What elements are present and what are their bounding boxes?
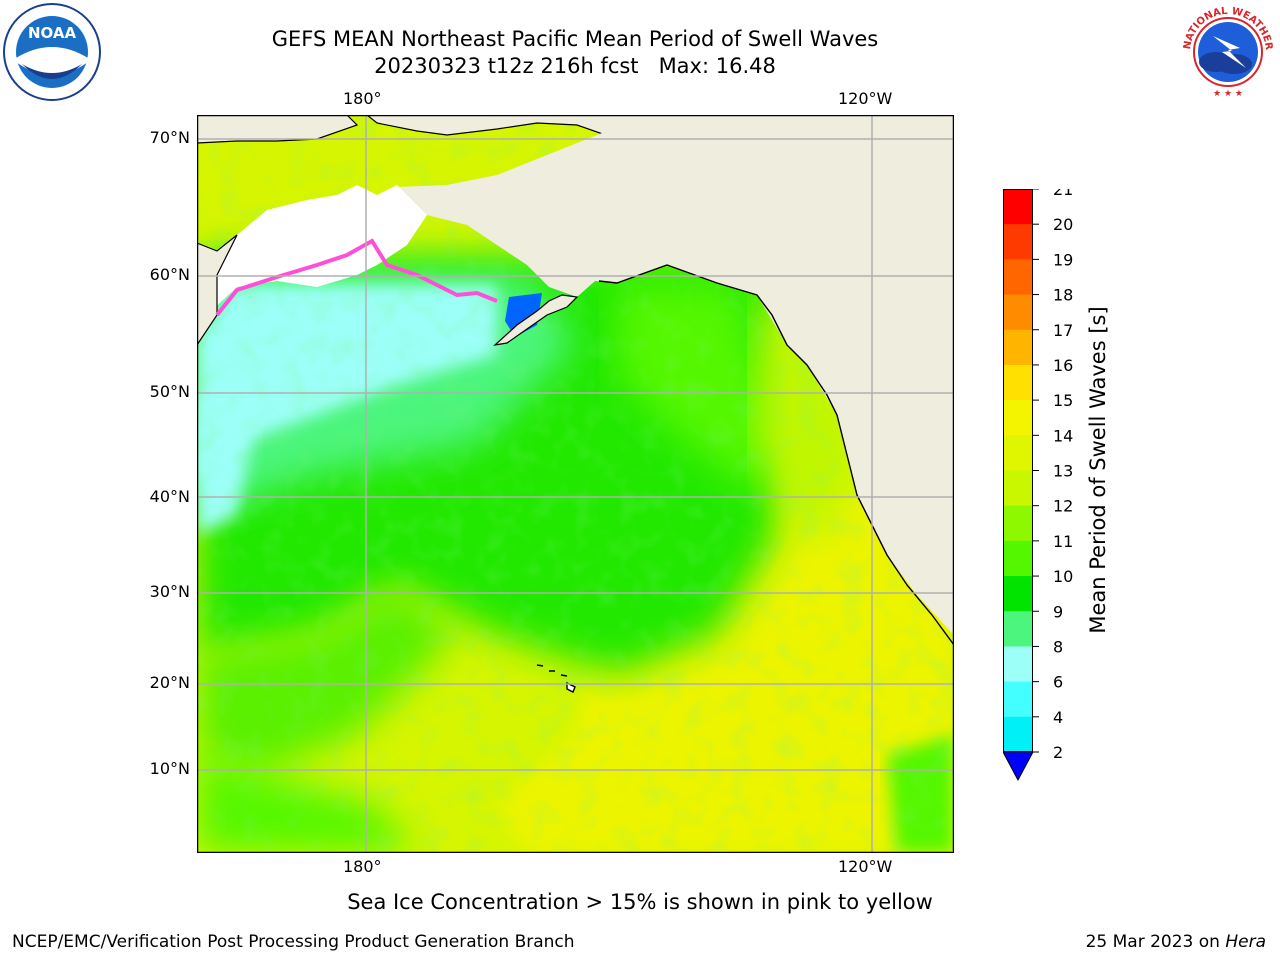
sea-ice-edge (215, 238, 498, 317)
colorbar-tick-label: 21 (1053, 189, 1073, 199)
run-date: 25 Mar 2023 on Hera (1086, 932, 1266, 952)
colorbar-segment (1003, 259, 1033, 296)
lon-label-top-120w: 120°W (838, 89, 893, 108)
nws-logo: NATIONAL WEATHER SERVICE ★ ★ ★ (1174, 0, 1278, 102)
alaska-peninsula (493, 294, 579, 346)
colorbar-segment (1003, 400, 1033, 436)
colorbar-segment (1003, 505, 1033, 542)
colorbar-tick-label: 18 (1053, 286, 1073, 305)
colorbar-segment (1003, 611, 1033, 647)
colorbar-segment (1003, 540, 1033, 577)
svg-text:★ ★ ★: ★ ★ ★ (1213, 89, 1243, 99)
colorbar-tick-label: 17 (1053, 321, 1073, 340)
colorbar-tick-label: 10 (1053, 567, 1073, 586)
lat-label-70n: 70°N (149, 128, 190, 147)
title-line-2: 20230323 t12z 216h fcst Max: 16.48 (374, 54, 776, 78)
colorbar-segment (1003, 189, 1033, 225)
colorbar-tick-label: 9 (1053, 602, 1063, 621)
alaska-mainland (372, 115, 954, 635)
lon-label-bottom-180: 180° (343, 857, 382, 876)
lon-label-bottom-120w: 120°W (838, 857, 893, 876)
colorbar-extend-arrow (1002, 751, 1034, 782)
credit-line: NCEP/EMC/Verification Post Processing Pr… (12, 932, 575, 952)
colorbar-tick-label: 6 (1053, 673, 1063, 692)
title-line-1: GEFS MEAN Northeast Pacific Mean Period … (271, 27, 879, 51)
noaa-logo: NOAA (2, 2, 102, 102)
colorbar-segment (1003, 470, 1033, 507)
alaska-coast (598, 264, 954, 646)
lat-label-30n: 30°N (149, 582, 190, 601)
west-land (197, 234, 238, 347)
colorbar-tick-label: 11 (1053, 532, 1073, 551)
colorbar-segment (1003, 294, 1033, 331)
lat-label-40n: 40°N (149, 487, 190, 506)
colorbar-tick-label: 12 (1053, 497, 1073, 516)
lat-label-20n: 20°N (149, 673, 190, 692)
colorbar-segment (1003, 364, 1033, 401)
colorbar-label: Mean Period of Swell Waves [s] (1086, 306, 1110, 634)
colorbar-tick-label: 8 (1053, 637, 1063, 656)
swell-period-map (196, 114, 955, 854)
colorbar-tick-label: 13 (1053, 462, 1073, 481)
sea-ice-note: Sea Ice Concentration > 15% is shown in … (347, 890, 933, 914)
colorbar-tick-label: 15 (1053, 391, 1073, 410)
colorbar-tick-label: 14 (1053, 426, 1073, 445)
colorbar-segment (1003, 329, 1033, 366)
colorbar-svg: 21 20 19 18 17 16 15 14 13 12 11 10 9 8 6 4 2 (1002, 180, 1073, 782)
colorbar-segment (1003, 435, 1033, 471)
colorbar-tick-label: 19 (1053, 250, 1073, 269)
colorbar-segment (1003, 681, 1033, 718)
colorbar: 21 20 19 18 17 16 15 14 13 12 11 10 9 8 6 4 2 (1002, 180, 1073, 783)
colorbar-tick-label: 20 (1053, 215, 1073, 234)
colorbar-segment (1003, 716, 1033, 753)
map-svg (196, 114, 955, 854)
lat-label-10n: 10°N (149, 759, 190, 778)
colorbar-segment (1003, 646, 1033, 683)
colorbar-segment (1003, 224, 1033, 260)
colorbar-tick-label: 2 (1053, 743, 1063, 762)
date-text: 25 Mar 2023 on (1085, 932, 1226, 952)
lat-label-50n: 50°N (149, 382, 190, 401)
lon-label-top-180: 180° (343, 89, 382, 108)
colorbar-segment (1003, 576, 1033, 612)
machine-name: Hera (1225, 932, 1266, 952)
noaa-logo-text: NOAA (28, 24, 77, 42)
chart-title: GEFS MEAN Northeast Pacific Mean Period … (0, 26, 1150, 80)
colorbar-tick-label: 16 (1053, 356, 1073, 375)
colorbar-tick-label: 4 (1053, 708, 1063, 727)
graticule (197, 115, 954, 853)
lat-label-60n: 60°N (149, 265, 190, 284)
hawaii-islands (536, 664, 576, 693)
